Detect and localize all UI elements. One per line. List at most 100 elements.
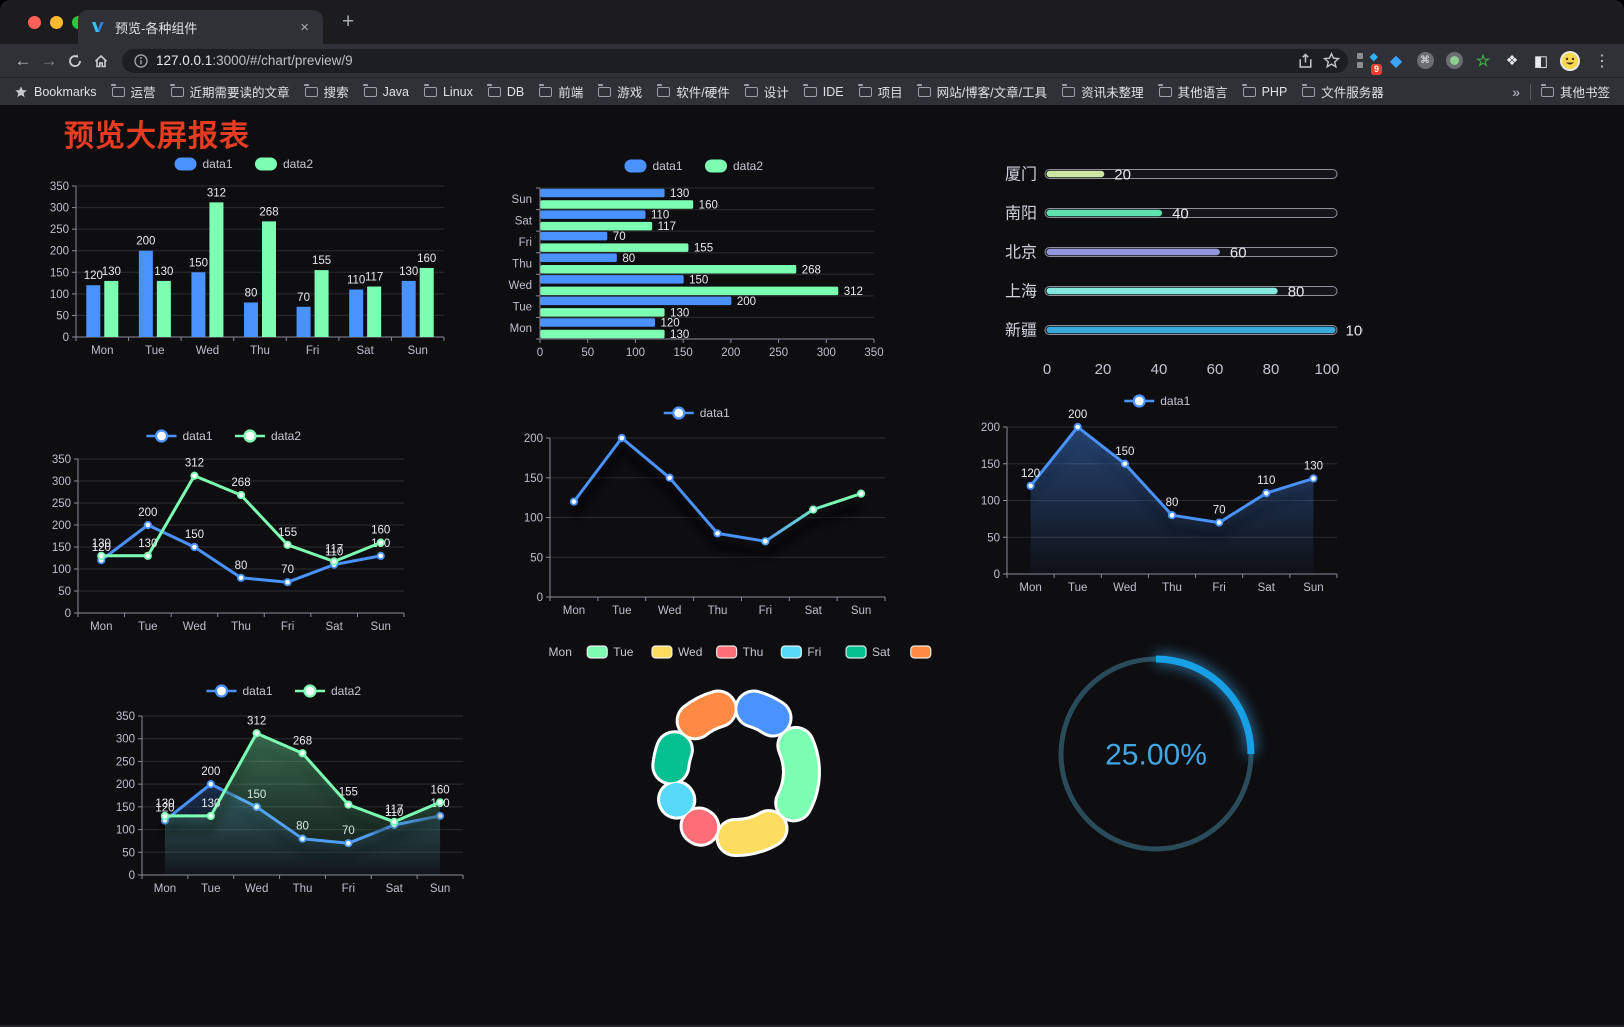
svg-text:312: 312 (207, 187, 226, 199)
site-info-icon[interactable] (134, 53, 148, 68)
chart-line-gradient[interactable]: 0 50 100 150 200 Mon Tue Wed Thu Fri Sat Sun data1 (503, 400, 895, 625)
bookmark-folder[interactable]: 软件/硬件 (656, 82, 730, 101)
svg-text:130: 130 (399, 266, 418, 278)
command-extension-icon[interactable]: ⌘ (1414, 50, 1436, 72)
chart-area-single[interactable]: 0 50 100 150 200 Mon Tue Wed Thu Fri Sat Sun 120 200 1… (962, 388, 1357, 600)
svg-text:350: 350 (116, 711, 135, 723)
svg-text:Wed: Wed (509, 280, 532, 292)
svg-text:Tue: Tue (138, 621, 157, 633)
forward-button[interactable]: → (40, 50, 58, 70)
bookmark-folder[interactable]: DB (487, 84, 525, 99)
bookmark-folder[interactable]: 资讯未整理 (1061, 82, 1144, 101)
profile-avatar[interactable] (1559, 50, 1581, 72)
svg-text:150: 150 (524, 473, 543, 485)
svg-text:Sat: Sat (805, 605, 823, 617)
svg-text:80: 80 (1166, 497, 1179, 509)
other-bookmarks-folder[interactable]: 其他书签 (1540, 82, 1610, 101)
reload-button[interactable] (62, 48, 88, 74)
bookmark-folder[interactable]: 设计 (744, 82, 789, 101)
svg-text:100: 100 (1314, 361, 1339, 378)
tab-close-icon[interactable]: × (300, 18, 309, 36)
bookmark-folder[interactable]: IDE (803, 84, 844, 99)
svg-text:Sun: Sun (851, 605, 871, 617)
svg-text:Sun: Sun (1303, 582, 1323, 594)
bookmark-folder[interactable]: 其他语言 (1158, 82, 1228, 101)
svg-text:Sun: Sun (407, 345, 427, 357)
bookmark-folder[interactable]: 文件服务器 (1301, 82, 1384, 101)
back-button[interactable]: ← (14, 50, 32, 70)
svg-text:150: 150 (185, 529, 204, 541)
chart-gauge[interactable]: 25.00% (1040, 633, 1275, 868)
svg-text:Wed: Wed (245, 883, 268, 895)
url-text[interactable]: 127.0.0.1:3000/#/chart/preview/9 (156, 53, 1292, 68)
new-tab-button[interactable]: + (342, 10, 355, 33)
svg-text:50: 50 (987, 532, 1000, 544)
bookmarks-list: Bookmarks 运营 近期需要读的文章 搜索 Java Linux DB 前端 游戏 软件/… (14, 82, 1504, 101)
bookmark-folder[interactable]: 网站/博客/文章/工具 (917, 82, 1047, 101)
share-icon[interactable] (1292, 49, 1318, 73)
svg-text:40: 40 (1151, 361, 1168, 378)
chart-grouped-bar[interactable]: 0 50 100 150 200 250 300 350 Mon Tue Wed Thu Fri Sat S… (40, 150, 452, 365)
bookmarks-label: Bookmarks (34, 84, 97, 99)
bookmark-folder-label: 资讯未整理 (1081, 86, 1144, 100)
svg-text:Tue: Tue (513, 302, 532, 314)
bookmark-folder[interactable]: 近期需要读的文章 (170, 82, 290, 101)
chart-area-two-series[interactable]: 0 50 100 150 200 250 300 350 Mon Tue Wed Thu Fri Sat S… (100, 678, 472, 906)
svg-text:Thu: Thu (250, 345, 270, 357)
bookmark-folder[interactable]: 运营 (111, 82, 156, 101)
tab-manager-extension-icon[interactable]: ◆ 9 (1356, 50, 1382, 75)
svg-text:312: 312 (247, 715, 266, 727)
svg-text:150: 150 (981, 459, 1000, 471)
bookmark-folder[interactable]: 游戏 (597, 82, 642, 101)
gem-extension-icon[interactable]: ◆ (1389, 52, 1403, 70)
bookmark-folder[interactable]: Java (363, 84, 409, 99)
bookmark-folder[interactable]: 前端 (538, 82, 583, 101)
svg-text:80: 80 (235, 560, 248, 572)
browser-menu-icon[interactable]: ⋮ (1594, 52, 1610, 70)
svg-text:100: 100 (52, 564, 71, 576)
bookmarks-root[interactable]: Bookmarks (14, 85, 97, 99)
bookmark-folder-label: 项目 (877, 86, 903, 100)
puzzle-extensions-icon[interactable]: ❖ (1505, 52, 1519, 68)
svg-text:20: 20 (1114, 166, 1131, 183)
svg-text:80: 80 (1263, 361, 1280, 378)
svg-text:300: 300 (817, 347, 836, 359)
recorder-extension-icon[interactable] (1443, 50, 1465, 72)
bookmark-folder[interactable]: PHP (1242, 84, 1287, 99)
svg-text:120: 120 (661, 317, 680, 329)
bookmark-star-icon[interactable] (1318, 49, 1344, 73)
chart-horizontal-bar[interactable]: 0 50 100 150 200 250 300 350 Sun Sat Fri Thu Wed Tue M… (500, 152, 892, 367)
svg-text:110: 110 (651, 210, 669, 222)
svg-text:117: 117 (385, 804, 403, 816)
svg-text:60: 60 (1230, 244, 1247, 261)
split-screen-icon[interactable]: ◧ (1533, 52, 1549, 70)
chart-progress-bars[interactable]: 厦门 20 南阳 40 北京 60 上海 80 新疆 100 0 20 40 60 80 100 (985, 155, 1371, 390)
bookmark-folder[interactable]: 项目 (858, 82, 903, 101)
svg-text:120: 120 (1021, 468, 1040, 480)
bookmarks-overflow-chevron[interactable]: » (1512, 83, 1520, 100)
address-bar[interactable]: 127.0.0.1:3000/#/chart/preview/9 (122, 48, 1348, 73)
svg-text:130: 130 (201, 798, 220, 810)
browser-tab[interactable]: 预览-各种组件 × (78, 10, 323, 44)
tab-title: 预览-各种组件 (115, 20, 198, 36)
folder-icon (170, 84, 184, 97)
green-star-extension-icon[interactable]: ☆ (1475, 52, 1491, 70)
svg-text:130: 130 (670, 329, 689, 341)
svg-text:data2: data2 (331, 684, 361, 698)
home-button[interactable] (88, 48, 114, 74)
bookmark-folder-label: DB (506, 84, 525, 99)
svg-text:data2: data2 (271, 429, 301, 443)
svg-text:312: 312 (185, 458, 204, 470)
svg-text:80: 80 (1288, 283, 1305, 300)
svg-text:南阳: 南阳 (1005, 205, 1037, 223)
svg-text:200: 200 (524, 433, 543, 445)
svg-text:25.00%: 25.00% (1105, 739, 1207, 772)
bookmark-folder[interactable]: Linux (423, 84, 473, 99)
close-window-button[interactable] (28, 16, 41, 29)
svg-text:Sun: Sun (430, 883, 450, 895)
bookmark-folder[interactable]: 搜索 (304, 82, 349, 101)
svg-text:300: 300 (116, 734, 135, 746)
chart-line-two-series[interactable]: 0 50 100 150 200 250 300 350 Mon Tue Wed Thu Fri Sat S… (40, 423, 412, 643)
minimize-window-button[interactable] (50, 16, 63, 29)
